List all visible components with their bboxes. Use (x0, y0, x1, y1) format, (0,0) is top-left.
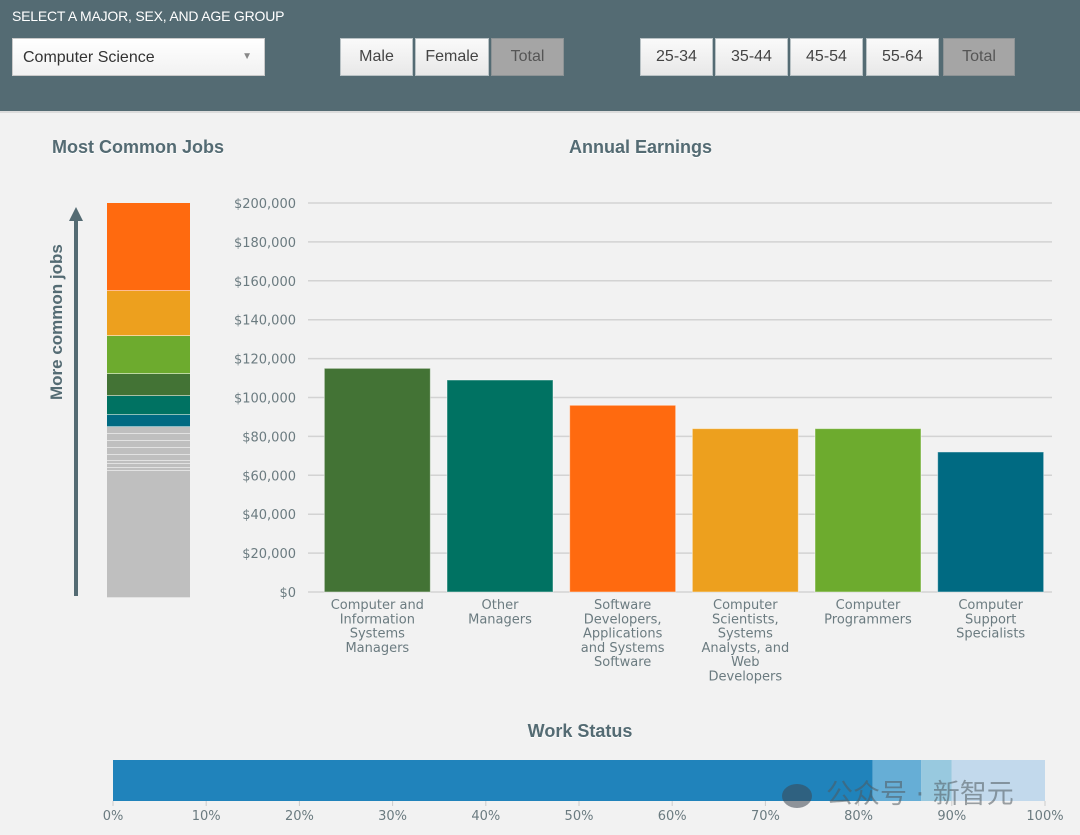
x-category-label: Systems (350, 627, 405, 642)
sex-button-male[interactable]: Male (340, 38, 413, 76)
x-tick-label: 70% (751, 809, 780, 824)
x-category-label: Applications (583, 627, 663, 642)
sex-button-total[interactable]: Total (491, 38, 564, 76)
job-segment[interactable] (107, 374, 190, 397)
x-category-label: Other (482, 598, 520, 613)
x-category-label: Managers (345, 641, 409, 656)
x-category-label: Computer and (331, 598, 424, 613)
job-segment[interactable] (107, 454, 190, 461)
earnings-bar[interactable] (569, 404, 677, 593)
x-category-label: Software (594, 655, 651, 670)
x-tick-label: 40% (471, 809, 500, 824)
x-category-label: Programmers (824, 612, 912, 627)
filter-bar: SELECT A MAJOR, SEX, AND AGE GROUP Compu… (0, 0, 1080, 113)
arrow-shaft (74, 216, 78, 596)
x-tick-label: 30% (378, 809, 407, 824)
x-category-label: Computer (713, 598, 778, 613)
job-segment[interactable] (107, 434, 190, 442)
x-category-label: Support (965, 612, 1016, 627)
annual-earnings-title: Annual Earnings (569, 137, 713, 157)
x-category-label: Developers (709, 670, 783, 685)
job-segment[interactable] (107, 426, 190, 435)
x-category-label: Information (340, 612, 415, 627)
job-segment[interactable] (107, 467, 190, 471)
work-status-chart: 0% 10% 20% 30% 40% 50% 60% 70% 80% 90% 100% (103, 760, 1064, 824)
y-tick-label: $80,000 (242, 430, 296, 445)
job-segment[interactable] (107, 203, 190, 292)
x-tick-label: 10% (192, 809, 221, 824)
age-button-25-34[interactable]: 25-34 (640, 38, 713, 76)
most-common-jobs-title: Most Common Jobs (52, 137, 225, 157)
major-select[interactable]: Computer Science ▼ (12, 38, 265, 76)
job-segment[interactable] (107, 441, 190, 449)
x-category-label: Developers, (584, 612, 662, 627)
watermark: 公众号 · 新智元 (782, 772, 1014, 811)
work-status-segment[interactable] (951, 760, 1045, 801)
work-status-title: Work Status (527, 721, 633, 741)
job-segment[interactable] (107, 415, 190, 427)
x-category-label: Systems (718, 627, 773, 642)
wechat-icon (782, 783, 812, 808)
y-tick-label: $140,000 (234, 314, 296, 329)
x-category-label: Specialists (956, 627, 1025, 642)
y-tick-label: $180,000 (234, 236, 296, 251)
age-button-total[interactable]: Total (943, 38, 1015, 76)
chevron-down-icon: ▼ (242, 51, 252, 62)
filter-heading: SELECT A MAJOR, SEX, AND AGE GROUP (12, 8, 285, 24)
x-tick-label: 50% (565, 809, 594, 824)
x-category-label: Web (731, 655, 759, 670)
x-tick-label: 60% (658, 809, 687, 824)
x-tick-label: 80% (844, 809, 873, 824)
y-tick-label: $200,000 (234, 197, 296, 212)
x-category-label: Computer (836, 598, 901, 613)
x-category-label: Computer (958, 598, 1023, 613)
y-tick-label: $120,000 (234, 353, 296, 368)
arrow-up-icon (69, 207, 83, 221)
x-category-label: Analysts, and (701, 641, 789, 656)
y-tick-label: $60,000 (242, 469, 296, 484)
most-common-jobs-stack (107, 203, 190, 598)
work-status-segment[interactable] (872, 760, 922, 801)
y-tick-label: $160,000 (234, 275, 296, 290)
earnings-bar[interactable] (446, 379, 554, 593)
job-segment[interactable] (107, 470, 190, 598)
job-segment[interactable] (107, 291, 190, 337)
earnings-bar[interactable] (937, 451, 1045, 593)
work-status-segment[interactable] (113, 760, 873, 801)
job-segment[interactable] (107, 448, 190, 455)
x-category-label: and Systems (581, 641, 665, 656)
earnings-bar[interactable] (323, 367, 431, 593)
x-category-label: Managers (468, 612, 532, 627)
x-tick-label: 0% (103, 809, 124, 824)
y-tick-label: $0 (279, 586, 296, 601)
earnings-bar[interactable] (814, 428, 922, 593)
x-category-label: Scientists, (712, 612, 779, 627)
x-category-label: Software (594, 598, 651, 613)
job-segment[interactable] (107, 336, 190, 375)
work-status-segment[interactable] (921, 760, 952, 801)
age-button-55-64[interactable]: 55-64 (866, 38, 939, 76)
x-tick-label: 20% (285, 809, 314, 824)
job-segment[interactable] (107, 460, 190, 465)
y-tick-label: $100,000 (234, 392, 296, 407)
earnings-bar[interactable] (691, 428, 799, 593)
age-button-35-44[interactable]: 35-44 (715, 38, 788, 76)
x-tick-label: 90% (937, 809, 966, 824)
job-segment[interactable] (107, 464, 190, 468)
watermark-text: 公众号 · 新智元 (826, 779, 1014, 810)
y-tick-label: $20,000 (242, 547, 296, 562)
y-tick-label: $40,000 (242, 508, 296, 523)
sex-button-female[interactable]: Female (415, 38, 489, 76)
major-select-value: Computer Science (23, 49, 155, 66)
annual-earnings-chart: $0 $20,000 $40,000 $60,000 $80,000 $100,000 $1… (234, 197, 1052, 685)
x-tick-label: 100% (1026, 809, 1063, 824)
age-button-45-54[interactable]: 45-54 (790, 38, 863, 76)
job-segment[interactable] (107, 396, 190, 416)
